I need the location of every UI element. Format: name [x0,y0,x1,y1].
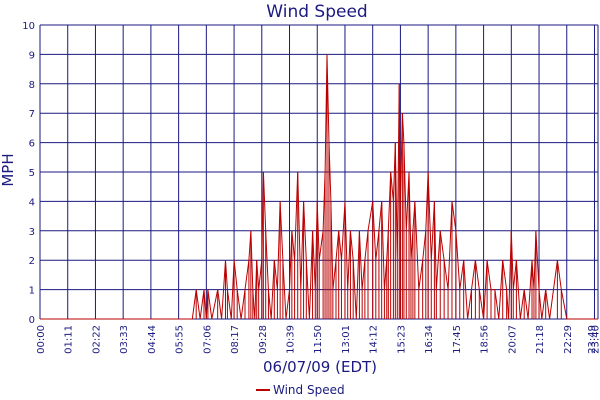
x-tick-label: 05:55 [175,325,186,354]
x-tick-label: 00:00 [36,325,47,354]
y-tick-label: 7 [29,109,35,120]
x-tick-label: 21:18 [535,325,546,354]
y-tick-label: 4 [29,197,35,208]
y-tick-label: 9 [29,50,35,61]
x-tick-label: 03:33 [119,325,130,354]
x-tick-label: 18:56 [480,325,491,354]
x-tick-label: 04:44 [147,325,158,354]
y-tick-label: 10 [22,21,35,32]
x-tick-label: 14:12 [369,325,380,354]
x-tick-label: 08:17 [230,325,241,354]
x-tick-label: 11:50 [313,325,324,354]
x-tick-label: 07:06 [202,325,213,354]
y-tick-label: 1 [29,286,35,297]
x-tick-label: 15:23 [396,325,407,354]
x-tick-label: 23:40 [590,325,600,354]
y-tick-label: 0 [29,315,35,326]
chart-title: Wind Speed [266,2,367,22]
x-tick-label: 01:11 [64,325,75,354]
y-tick-label: 6 [29,139,35,150]
x-tick-label: 23:49 [587,325,598,354]
y-tick-label: 2 [29,256,35,267]
y-tick-label: 3 [29,227,35,238]
x-tick-label: 20:07 [507,325,518,354]
x-tick-label: 09:28 [258,325,269,354]
series-line-wind-speed [40,54,598,320]
y-tick-label: 5 [29,168,35,179]
series-layer [40,54,598,320]
x-tick-label: 02:22 [91,325,102,354]
y-axis-label: MPH [0,153,17,186]
x-axis-label: 06/07/09 (EDT) [263,358,377,376]
y-axis-ticks: 0 1 2 3 4 5 6 7 8 9 10 [22,21,35,326]
legend-label: Wind Speed [273,383,345,397]
x-tick-label: 10:39 [286,325,297,354]
x-tick-label: 17:45 [452,325,463,354]
y-tick-label: 8 [29,80,35,91]
x-axis-ticks: 00:00 01:11 02:22 03:33 04:44 05:55 07:06 08:17… [36,325,600,354]
x-tick-label: 13:01 [341,325,352,354]
x-tick-label: 16:34 [424,325,435,354]
x-tick-label: 22:29 [563,325,574,354]
